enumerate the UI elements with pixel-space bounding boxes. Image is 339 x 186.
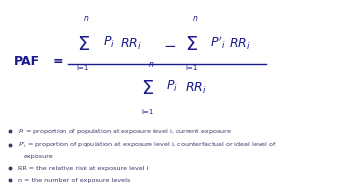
Text: $P'_i$ = proportion of population at exposure level i, counterfactual or ideal l: $P'_i$ = proportion of population at exp… (18, 140, 277, 150)
Text: $\Sigma$: $\Sigma$ (141, 79, 154, 98)
Text: n: n (193, 14, 197, 23)
Text: $RR_i$: $RR_i$ (229, 37, 251, 52)
Text: $P_i$ = proportion of population at exposure level i, current exposure: $P_i$ = proportion of population at expo… (18, 127, 231, 136)
Text: i=1: i=1 (77, 65, 89, 71)
Text: i=1: i=1 (185, 65, 198, 71)
Text: PAF: PAF (14, 55, 40, 68)
Text: n = the number of exposure levels: n = the number of exposure levels (18, 178, 130, 183)
Text: $-$: $-$ (163, 37, 176, 52)
Text: $P_i$: $P_i$ (103, 35, 115, 50)
Text: =: = (53, 55, 63, 68)
Text: n: n (148, 60, 153, 69)
Text: $P'_i$: $P'_i$ (210, 34, 226, 51)
Text: $\Sigma$: $\Sigma$ (185, 35, 198, 54)
Text: $RR_i$: $RR_i$ (185, 81, 206, 96)
Text: $\Sigma$: $\Sigma$ (77, 35, 89, 54)
Text: n: n (84, 14, 89, 23)
Text: RR = the relative risk at exposure level i: RR = the relative risk at exposure level… (18, 166, 148, 171)
Text: exposure: exposure (24, 154, 54, 159)
Text: i=1: i=1 (141, 109, 154, 115)
Text: $RR_i$: $RR_i$ (120, 37, 142, 52)
Text: $P_i$: $P_i$ (166, 79, 178, 94)
